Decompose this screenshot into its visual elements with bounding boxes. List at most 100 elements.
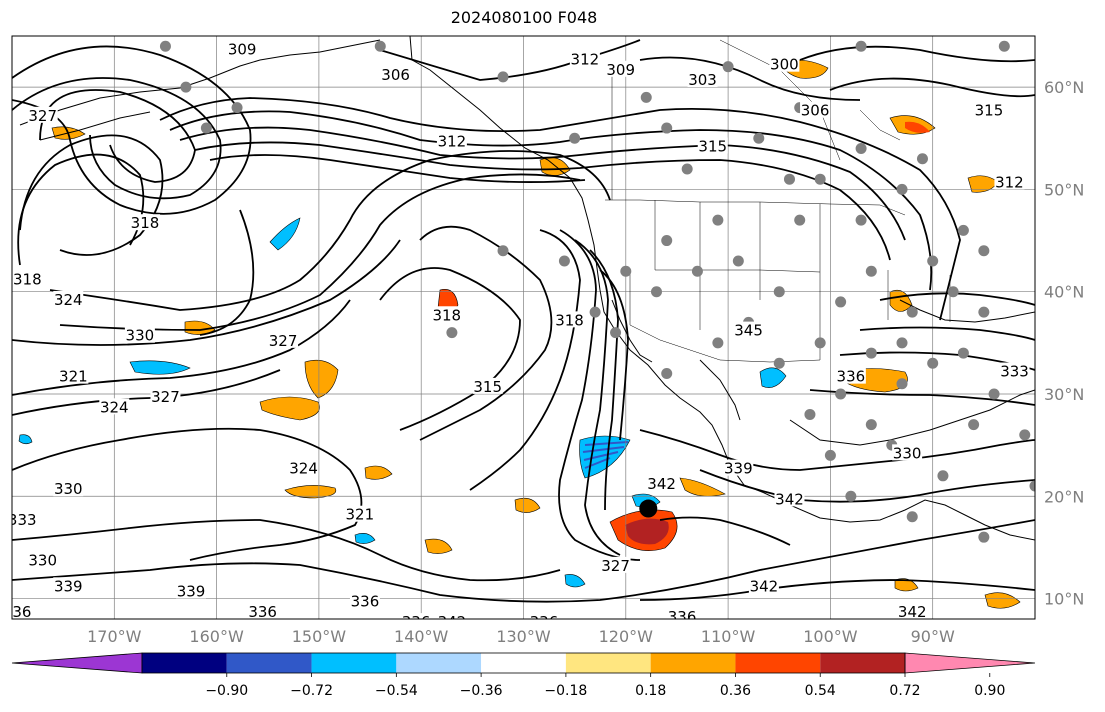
longitude-axis: 170°W 160°W 150°W 140°W 130°W 120°W 110°W 100°W… — [87, 627, 955, 646]
station-dot — [712, 214, 724, 226]
station-dot — [835, 296, 847, 308]
station-dot — [814, 173, 826, 185]
station-dot — [804, 408, 816, 420]
station-dot — [896, 378, 908, 390]
station-markers — [159, 40, 1035, 543]
contour-label: 336 — [668, 608, 697, 626]
map-panel: 309 306 312 309 303 300 306 315 327 312 315 312 318 3… — [3, 35, 1036, 631]
contour-label-bg — [748, 577, 779, 594]
station-dot — [497, 71, 509, 83]
colorbar-bin — [226, 653, 312, 673]
contour-label: 336 — [3, 603, 32, 621]
contour-label-bg — [472, 377, 503, 394]
lon-tick-label: 120°W — [599, 627, 654, 646]
contour-label-bg — [697, 137, 728, 154]
contour-label: 315 — [975, 102, 1004, 120]
contour-label: 339 — [54, 577, 83, 595]
station-dot — [865, 347, 877, 359]
station-dot — [968, 419, 980, 431]
contour-label: 327 — [151, 388, 180, 406]
station-dot — [691, 265, 703, 277]
station-dot — [200, 122, 212, 134]
contour-label-bg — [58, 367, 89, 384]
colorbar-tick-label: 0.72 — [889, 683, 920, 699]
contour-label: 339 — [724, 460, 753, 478]
colorbar-tick-label: 0.36 — [720, 683, 751, 699]
contour-label: 306 — [381, 66, 410, 84]
contour-label-bg — [733, 321, 764, 338]
contour-label: 309 — [228, 40, 257, 58]
colorbar-tick-label: 0.18 — [635, 683, 666, 699]
map-frame — [11, 35, 1036, 620]
contour-label: 318 — [432, 306, 461, 324]
contour-label: 342 — [438, 613, 467, 631]
station-dot — [896, 183, 908, 195]
contour-label: 318 — [555, 311, 584, 329]
contour-label: 315 — [473, 378, 502, 396]
colorbar-extend-low — [11, 652, 143, 674]
contour-label-bg — [344, 505, 375, 522]
station-dot — [957, 347, 969, 359]
station-dot — [650, 286, 662, 298]
colorbar-bin — [311, 653, 397, 673]
lat-tick-label: 40°N — [1044, 283, 1084, 302]
contour-label: 309 — [606, 61, 635, 79]
contour-label-bg — [268, 331, 299, 348]
contour-label-bg — [723, 459, 754, 476]
contour-label: 306 — [801, 102, 830, 120]
contour-label-bg — [436, 613, 467, 619]
contour-label: 333 — [8, 511, 37, 529]
latitude-axis: 60°N 50°N 40°N 30°N 20°N 10°N — [1044, 78, 1084, 608]
contour-label-bg — [12, 510, 38, 527]
contour-label-bg — [12, 270, 43, 287]
contour-label-bg — [892, 444, 923, 461]
colorbar-bin — [565, 653, 651, 673]
lat-tick-label: 60°N — [1044, 78, 1084, 97]
contour-label: 342 — [775, 490, 804, 508]
contour-label: 312 — [571, 51, 600, 69]
colorbar-frame — [141, 652, 906, 674]
contour-label: 312 — [438, 132, 467, 150]
station-dot — [753, 132, 765, 144]
station-dot — [988, 388, 1000, 400]
lon-tick-label: 110°W — [701, 627, 756, 646]
contour-label: 324 — [289, 460, 318, 478]
contour-label: 324 — [100, 398, 129, 416]
contour-label: 330 — [54, 480, 83, 498]
station-dot — [927, 255, 939, 267]
contour-label-bg — [27, 551, 58, 568]
colorbar-bin — [820, 653, 905, 673]
contour-label-bg — [431, 306, 462, 323]
lon-tick-label: 150°W — [292, 627, 347, 646]
contour-label-bg — [800, 101, 831, 118]
colorbar-bin — [650, 653, 736, 673]
contour-label: 321 — [345, 506, 374, 524]
station-dot — [773, 286, 785, 298]
station-dot — [231, 102, 243, 114]
contour-label-bg — [401, 613, 432, 619]
station-dot — [783, 173, 795, 185]
contour-label-bg — [646, 475, 677, 492]
chart-title: 2024080100 F048 — [450, 8, 598, 27]
station-dot — [661, 235, 673, 247]
lon-tick-label: 140°W — [394, 627, 449, 646]
contour-label: 336 — [402, 613, 431, 631]
station-dot — [855, 214, 867, 226]
station-dot — [497, 245, 509, 257]
station-dot — [998, 40, 1010, 52]
station-dot — [824, 449, 836, 461]
contour-label-bg — [554, 311, 585, 328]
contour-label: 339 — [177, 582, 206, 600]
station-dot — [927, 357, 939, 369]
colorbar-tick-label: 0.90 — [974, 683, 1005, 699]
contour-label: 330 — [893, 444, 922, 462]
lat-tick-label: 20°N — [1044, 487, 1084, 506]
station-dot — [1029, 480, 1035, 492]
contour-label: 342 — [750, 577, 779, 595]
contour-label-bg — [999, 362, 1030, 379]
station-dot — [722, 61, 734, 73]
contour-label: 342 — [647, 475, 676, 493]
station-dot — [957, 224, 969, 236]
station-dot — [773, 357, 785, 369]
